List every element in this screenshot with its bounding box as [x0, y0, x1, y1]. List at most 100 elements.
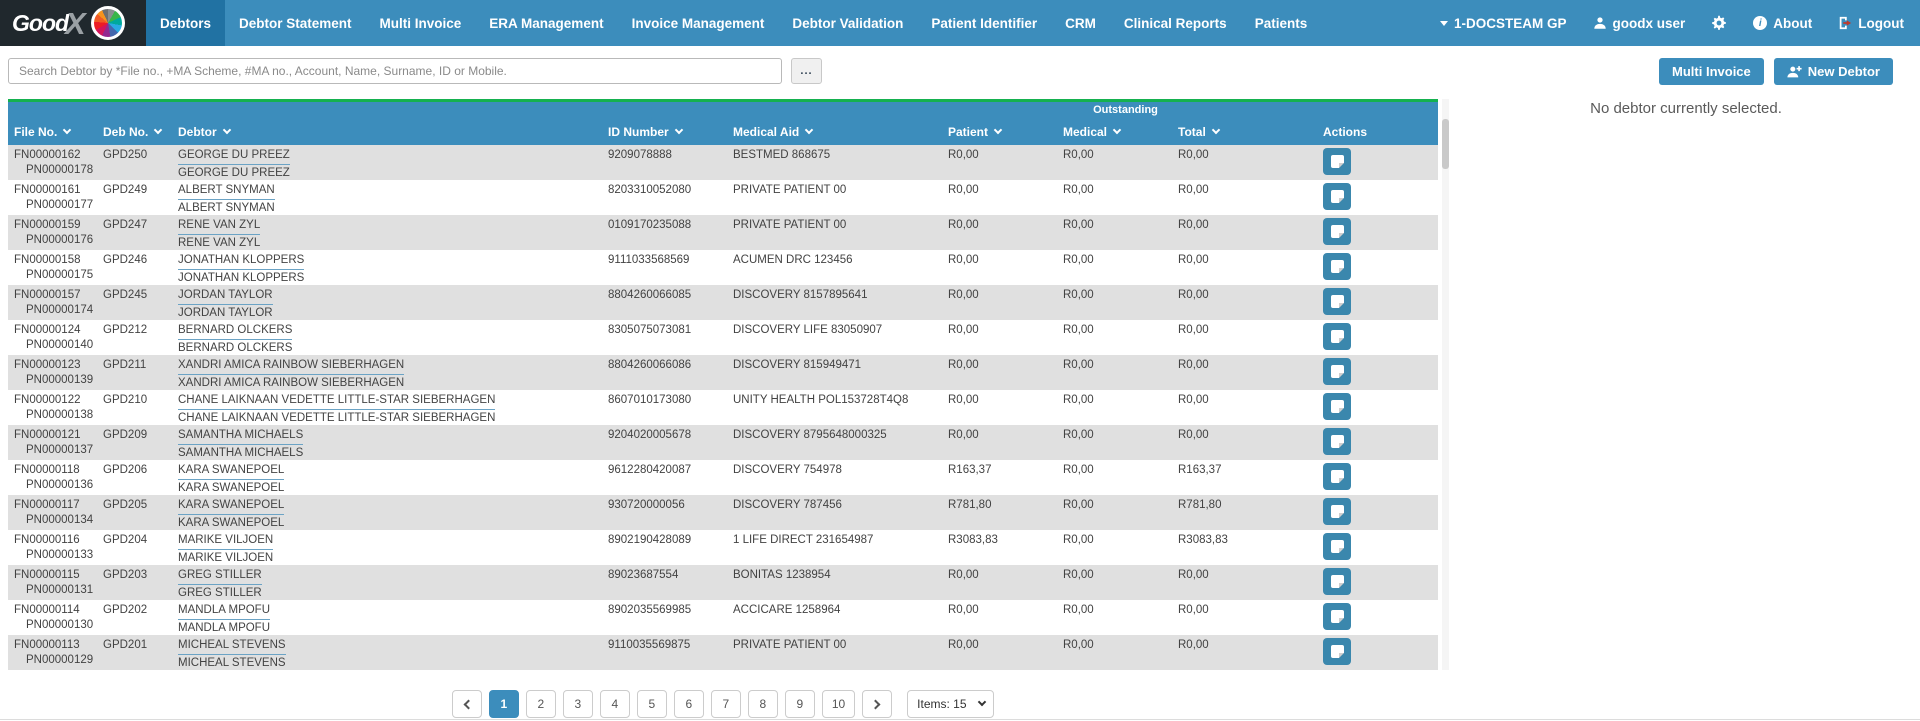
open-debtor-button[interactable]	[1323, 253, 1351, 280]
table-row[interactable]: FN00000117 PN00000134 GPD205 KARA SWANEP…	[8, 495, 1438, 530]
nav-item-patient-identifier[interactable]: Patient Identifier	[931, 15, 1038, 31]
outstanding-patient: R0,00	[948, 429, 979, 441]
prev-page-button[interactable]	[451, 690, 482, 718]
page-button-9[interactable]: 9	[784, 690, 815, 718]
debtor-name-link[interactable]: MANDLA MPOFU	[178, 604, 271, 620]
outstanding-total: R0,00	[1178, 254, 1209, 266]
table-row[interactable]: FN00000124 PN00000140 GPD212 BERNARD OLC…	[8, 320, 1438, 355]
table-row[interactable]: FN00000115 PN00000131 GPD203 GREG STILLE…	[8, 565, 1438, 600]
column-header-medical[interactable]: Medical	[1053, 125, 1168, 139]
debtor-name-link[interactable]: BERNARD OLCKERS	[178, 324, 293, 340]
open-debtor-button[interactable]	[1323, 148, 1351, 175]
table-row[interactable]: FN00000158 PN00000175 GPD246 JONATHAN KL…	[8, 250, 1438, 285]
debtor-search-input[interactable]	[8, 58, 782, 84]
open-debtor-button[interactable]	[1323, 183, 1351, 210]
table-row[interactable]: FN00000159 PN00000176 GPD247 RENE VAN ZY…	[8, 215, 1438, 250]
debtor-name-link[interactable]: SAMANTHA MICHAELS	[178, 429, 304, 445]
nav-item-debtors[interactable]: Debtors	[146, 0, 226, 46]
open-debtor-button[interactable]	[1323, 568, 1351, 595]
debtor-name-link[interactable]: CHANE LAIKNAAN VEDETTE LITTLE-STAR SIEBE…	[178, 394, 496, 410]
table-row[interactable]: FN00000123 PN00000139 GPD211 XANDRI AMIC…	[8, 355, 1438, 390]
nav-item-era-management[interactable]: ERA Management	[489, 15, 604, 31]
column-header-deb-no[interactable]: Deb No.	[93, 125, 168, 139]
debtor-name-link[interactable]: JONATHAN KLOPPERS	[178, 254, 305, 270]
debtor-name-link[interactable]: MICHEAL STEVENS	[178, 639, 286, 655]
open-debtor-button[interactable]	[1323, 603, 1351, 630]
open-debtor-button[interactable]	[1323, 638, 1351, 665]
column-header-medical-aid[interactable]: Medical Aid	[723, 125, 938, 139]
table-row[interactable]: FN00000116 PN00000133 GPD204 MARIKE VILJ…	[8, 530, 1438, 565]
logout-button[interactable]: Logout	[1838, 16, 1904, 31]
page-button-2[interactable]: 2	[525, 690, 556, 718]
open-debtor-button[interactable]	[1323, 498, 1351, 525]
page-button-6[interactable]: 6	[673, 690, 704, 718]
next-page-button[interactable]	[862, 690, 893, 718]
nav-item-invoice-management[interactable]: Invoice Management	[631, 15, 765, 31]
items-per-page-select[interactable]: Items: 15	[907, 690, 995, 718]
nav-item-debtor-validation[interactable]: Debtor Validation	[792, 15, 904, 31]
medical-aid: DISCOVERY 787456	[733, 499, 842, 511]
settings-button[interactable]	[1711, 15, 1727, 31]
column-header-id-number[interactable]: ID Number	[598, 125, 723, 139]
page-button-10[interactable]: 10	[821, 690, 856, 718]
page-button-1[interactable]: 1	[488, 690, 519, 718]
open-debtor-button[interactable]	[1323, 533, 1351, 560]
nav-item-debtor-statement[interactable]: Debtor Statement	[239, 15, 352, 31]
outstanding-medical: R0,00	[1063, 219, 1094, 231]
outstanding-group-label: Outstanding	[1093, 104, 1158, 116]
page-button-4[interactable]: 4	[599, 690, 630, 718]
multi-invoice-button[interactable]: Multi Invoice	[1659, 58, 1764, 85]
table-scrollbar-track[interactable]	[1442, 99, 1449, 670]
debtor-name-link[interactable]: JORDAN TAYLOR	[178, 289, 273, 305]
open-debtor-button[interactable]	[1323, 358, 1351, 385]
page-button-3[interactable]: 3	[562, 690, 593, 718]
open-debtor-button[interactable]	[1323, 428, 1351, 455]
search-options-button[interactable]: ...	[791, 58, 822, 84]
debtor-name-link[interactable]: GREG STILLER	[178, 569, 262, 585]
id-number: 8902035569985	[608, 604, 692, 616]
page-button-8[interactable]: 8	[747, 690, 778, 718]
table-row[interactable]: FN00000113 PN00000129 GPD201 MICHEAL STE…	[8, 635, 1438, 670]
about-button[interactable]: i About	[1753, 16, 1812, 31]
page-button-5[interactable]: 5	[636, 690, 667, 718]
nav-item-clinical-reports[interactable]: Clinical Reports	[1123, 15, 1227, 31]
table-row[interactable]: FN00000162 PN00000178 GPD250 GEORGE DU P…	[8, 145, 1438, 180]
debtor-name-link[interactable]: KARA SWANEPOEL	[178, 499, 285, 515]
debtor-name-link[interactable]: RENE VAN ZYL	[178, 219, 261, 235]
table-row[interactable]: FN00000121 PN00000137 GPD209 SAMANTHA MI…	[8, 425, 1438, 460]
nav-item-crm[interactable]: CRM	[1065, 15, 1096, 31]
user-menu[interactable]: goodx user	[1593, 16, 1685, 31]
practice-label: 1-DOCSTEAM GP	[1454, 15, 1567, 31]
note-icon	[1330, 365, 1344, 378]
table-row[interactable]: FN00000157 PN00000174 GPD245 JORDAN TAYL…	[8, 285, 1438, 320]
open-debtor-button[interactable]	[1323, 393, 1351, 420]
id-number: 8203310052080	[608, 184, 692, 196]
new-debtor-button[interactable]: New Debtor	[1773, 58, 1893, 85]
practice-selector[interactable]: 1-DOCSTEAM GP	[1440, 16, 1567, 31]
table-row[interactable]: FN00000122 PN00000138 GPD210 CHANE LAIKN…	[8, 390, 1438, 425]
table-row[interactable]: FN00000118 PN00000136 GPD206 KARA SWANEP…	[8, 460, 1438, 495]
table-row[interactable]: FN00000114 PN00000130 GPD202 MANDLA MPOF…	[8, 600, 1438, 635]
column-header-total[interactable]: Total	[1168, 125, 1313, 139]
debtor-name-link[interactable]: GEORGE DU PREEZ	[178, 149, 290, 165]
outstanding-patient: R0,00	[948, 639, 979, 651]
debtor-name-link[interactable]: XANDRI AMICA RAINBOW SIEBERHAGEN	[178, 359, 405, 375]
page-button-7[interactable]: 7	[710, 690, 741, 718]
open-debtor-button[interactable]	[1323, 288, 1351, 315]
nav-item-patients[interactable]: Patients	[1254, 15, 1308, 31]
table-scrollbar-thumb[interactable]	[1442, 119, 1449, 169]
debtor-name-link[interactable]: ALBERT SNYMAN	[178, 184, 275, 200]
open-debtor-button[interactable]	[1323, 463, 1351, 490]
open-debtor-button[interactable]	[1323, 218, 1351, 245]
column-header-file-no[interactable]: File No.	[8, 125, 93, 139]
column-header-patient[interactable]: Patient	[938, 125, 1053, 139]
table-row[interactable]: FN00000161 PN00000177 GPD249 ALBERT SNYM…	[8, 180, 1438, 215]
debtor-name-link[interactable]: KARA SWANEPOEL	[178, 464, 285, 480]
debtor-name-sub: CHANE LAIKNAAN VEDETTE LITTLE-STAR SIEBE…	[178, 411, 496, 424]
open-debtor-button[interactable]	[1323, 323, 1351, 350]
nav-item-multi-invoice[interactable]: Multi Invoice	[379, 15, 462, 31]
debtor-name-link[interactable]: MARIKE VILJOEN	[178, 534, 274, 550]
patient-no: PN00000137	[26, 443, 93, 456]
goodx-logo[interactable]: Good X	[0, 0, 146, 46]
column-header-debtor[interactable]: Debtor	[168, 125, 598, 139]
